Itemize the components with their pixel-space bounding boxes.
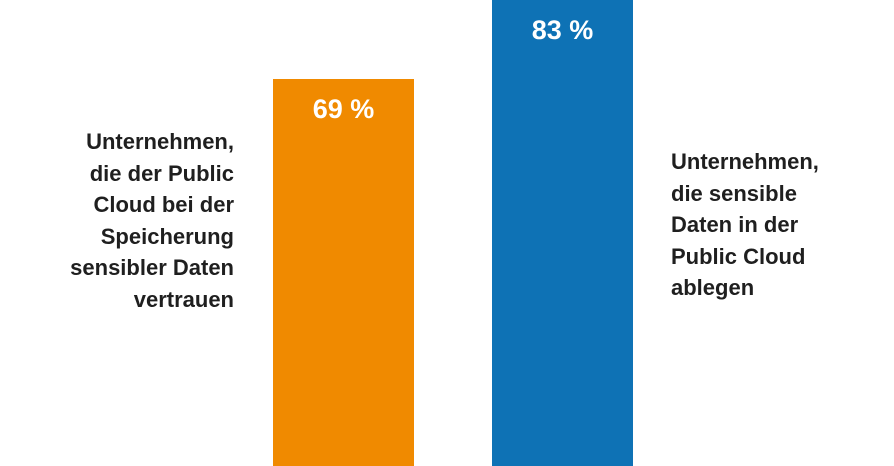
category-label-line: Unternehmen, [86,129,234,154]
category-label-line: die der Public [89,160,234,186]
category-label-line: Cloud bei der [93,192,234,217]
category-label-line: Unternehmen, [671,149,819,174]
bar-value-label: 83 % [531,15,594,45]
bar-store: 83 % [492,0,633,466]
category-label-line: Public Cloud [671,243,806,269]
category-label-line: vertrauen [133,286,234,312]
bar-value-label: 69 % [312,94,375,124]
bar-trust: 69 % [273,79,414,466]
category-label-line: sensibler Daten [70,255,234,280]
category-label-store: Unternehmen, die sensible Daten in der P… [671,146,819,304]
category-label-line: Speicherung [100,223,234,249]
category-label-trust: Unternehmen, die der Public Cloud bei de… [70,126,234,315]
category-label-line: Daten in der [671,212,799,237]
category-label-line: die sensible [671,180,797,206]
category-label-line: ablegen [671,275,755,300]
